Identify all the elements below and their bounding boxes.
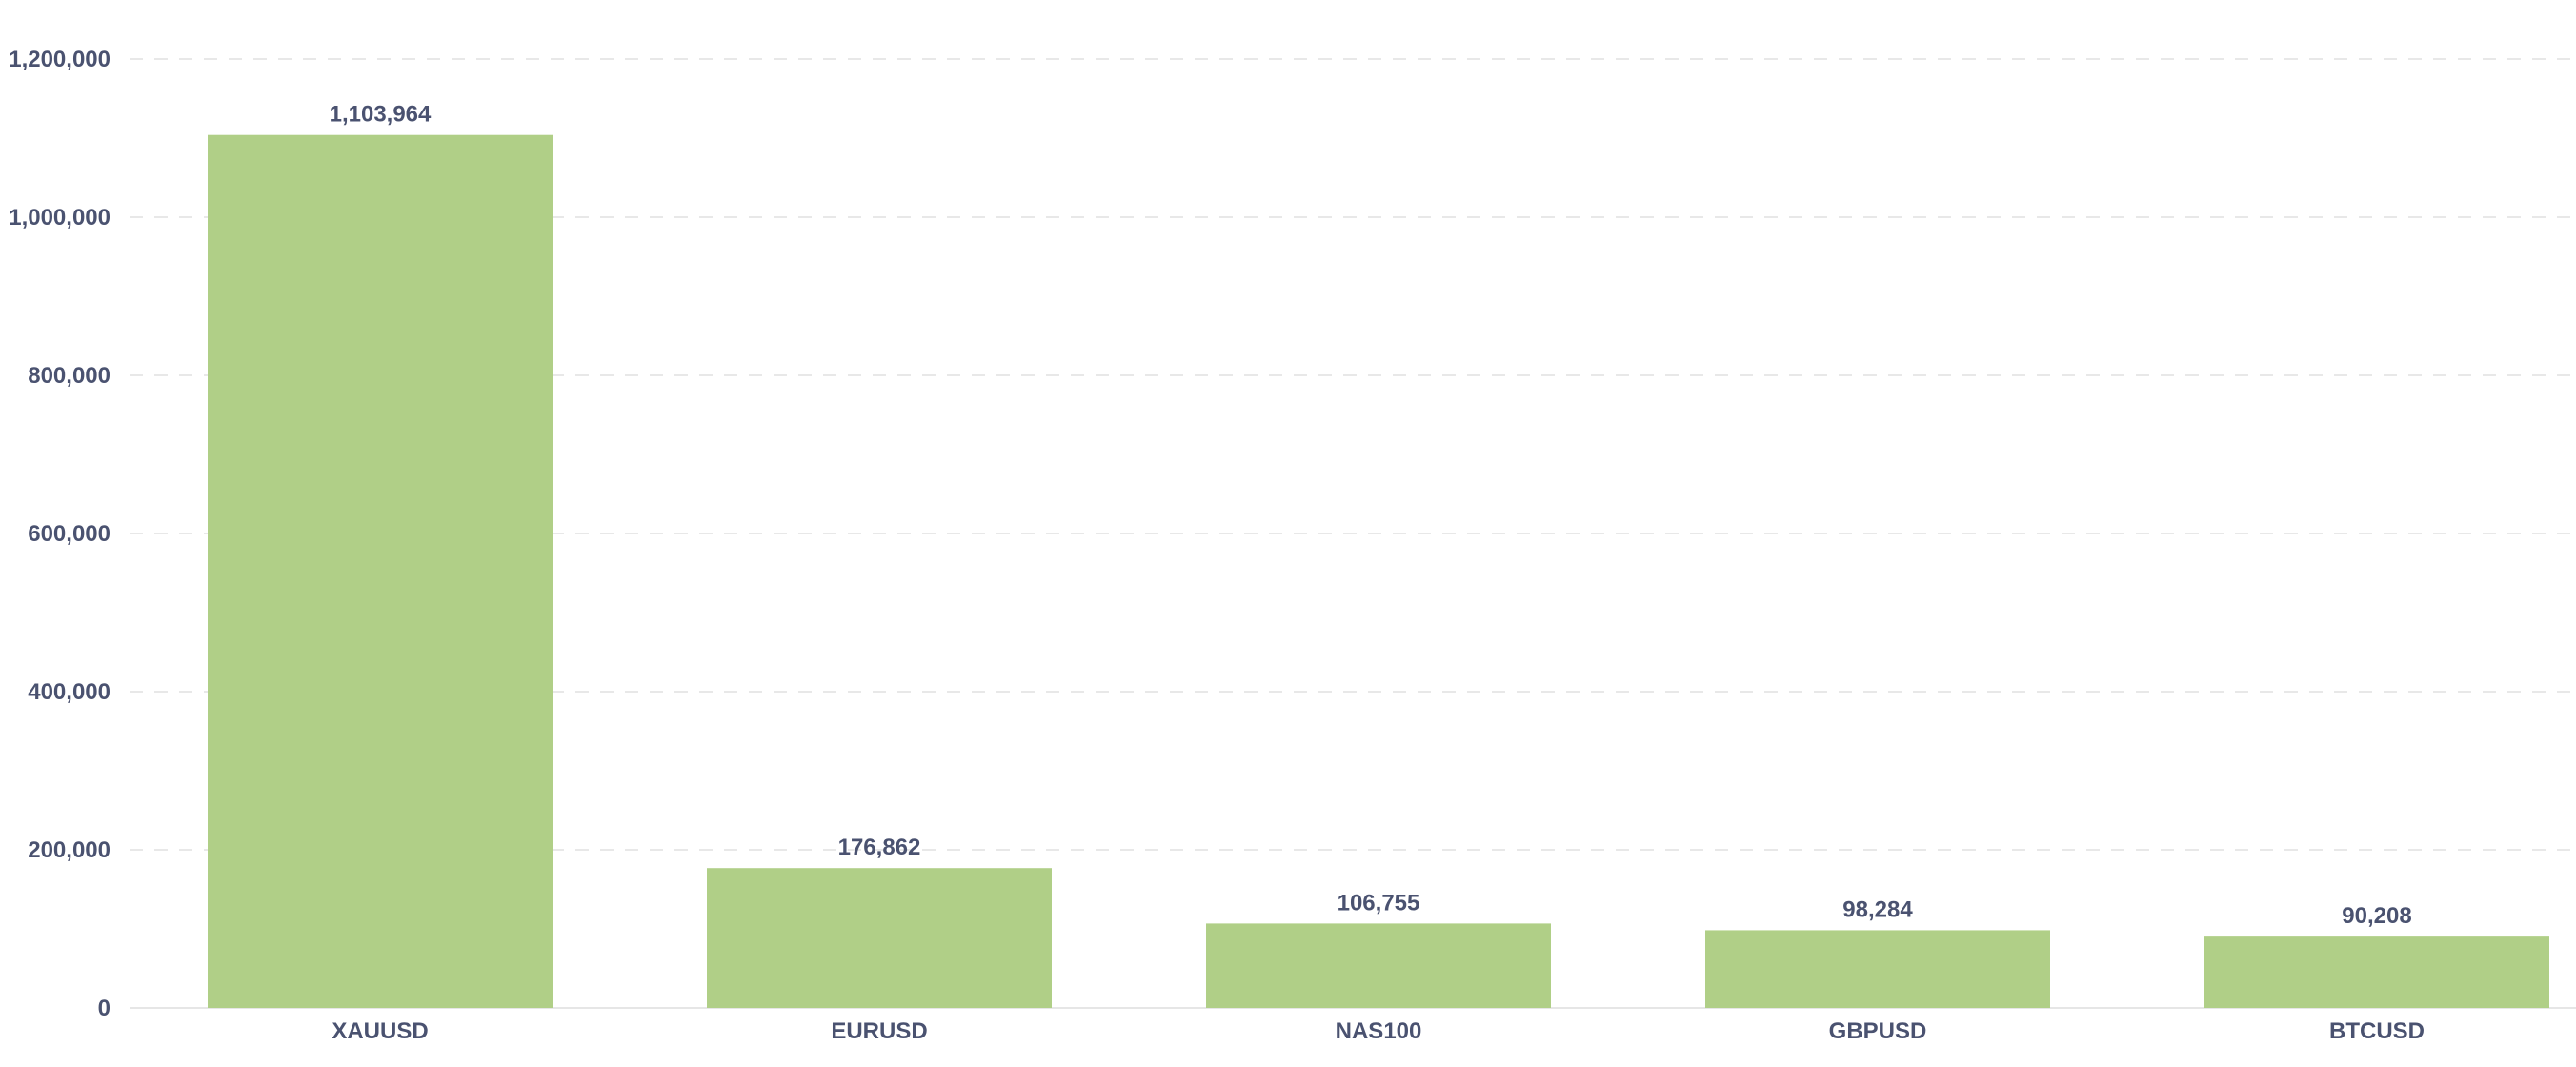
x-tick-label: BTCUSD	[2329, 1018, 2425, 1044]
bars	[208, 134, 2549, 1008]
data-label: 106,755	[1338, 890, 1420, 916]
data-labels: 1,103,964 176,862 106,755 98,284 90,208	[330, 102, 2412, 929]
bar-xauusd[interactable]	[208, 134, 553, 1008]
y-tick-label: 0	[98, 996, 111, 1021]
y-tick-label: 400,000	[28, 679, 111, 705]
data-label: 1,103,964	[330, 102, 432, 128]
bar-gbpusd[interactable]	[1705, 930, 2050, 1008]
x-tick-label: GBPUSD	[1829, 1018, 1927, 1044]
y-tick-label: 200,000	[28, 837, 111, 863]
y-tick-label: 600,000	[28, 521, 111, 547]
y-tick-label: 1,200,000	[9, 47, 111, 72]
y-tick-label: 800,000	[28, 363, 111, 389]
bar-btcusd[interactable]	[2204, 936, 2549, 1008]
x-tick-label: XAUUSD	[332, 1018, 428, 1044]
data-label: 98,284	[1842, 896, 1913, 922]
bar-nas100[interactable]	[1206, 923, 1551, 1008]
data-label: 90,208	[2342, 903, 2411, 929]
y-tick-label: 1,000,000	[9, 205, 111, 231]
x-tick-label: NAS100	[1336, 1018, 1422, 1044]
data-label: 176,862	[838, 835, 921, 860]
x-axis-ticks: XAUUSD EURUSD NAS100 GBPUSD BTCUSD	[332, 1018, 2425, 1044]
bar-eurusd[interactable]	[707, 868, 1052, 1008]
x-tick-label: EURUSD	[831, 1018, 927, 1044]
y-axis-ticks: 0 200,000 400,000 600,000 800,000 1,000,000 1,…	[9, 47, 111, 1021]
